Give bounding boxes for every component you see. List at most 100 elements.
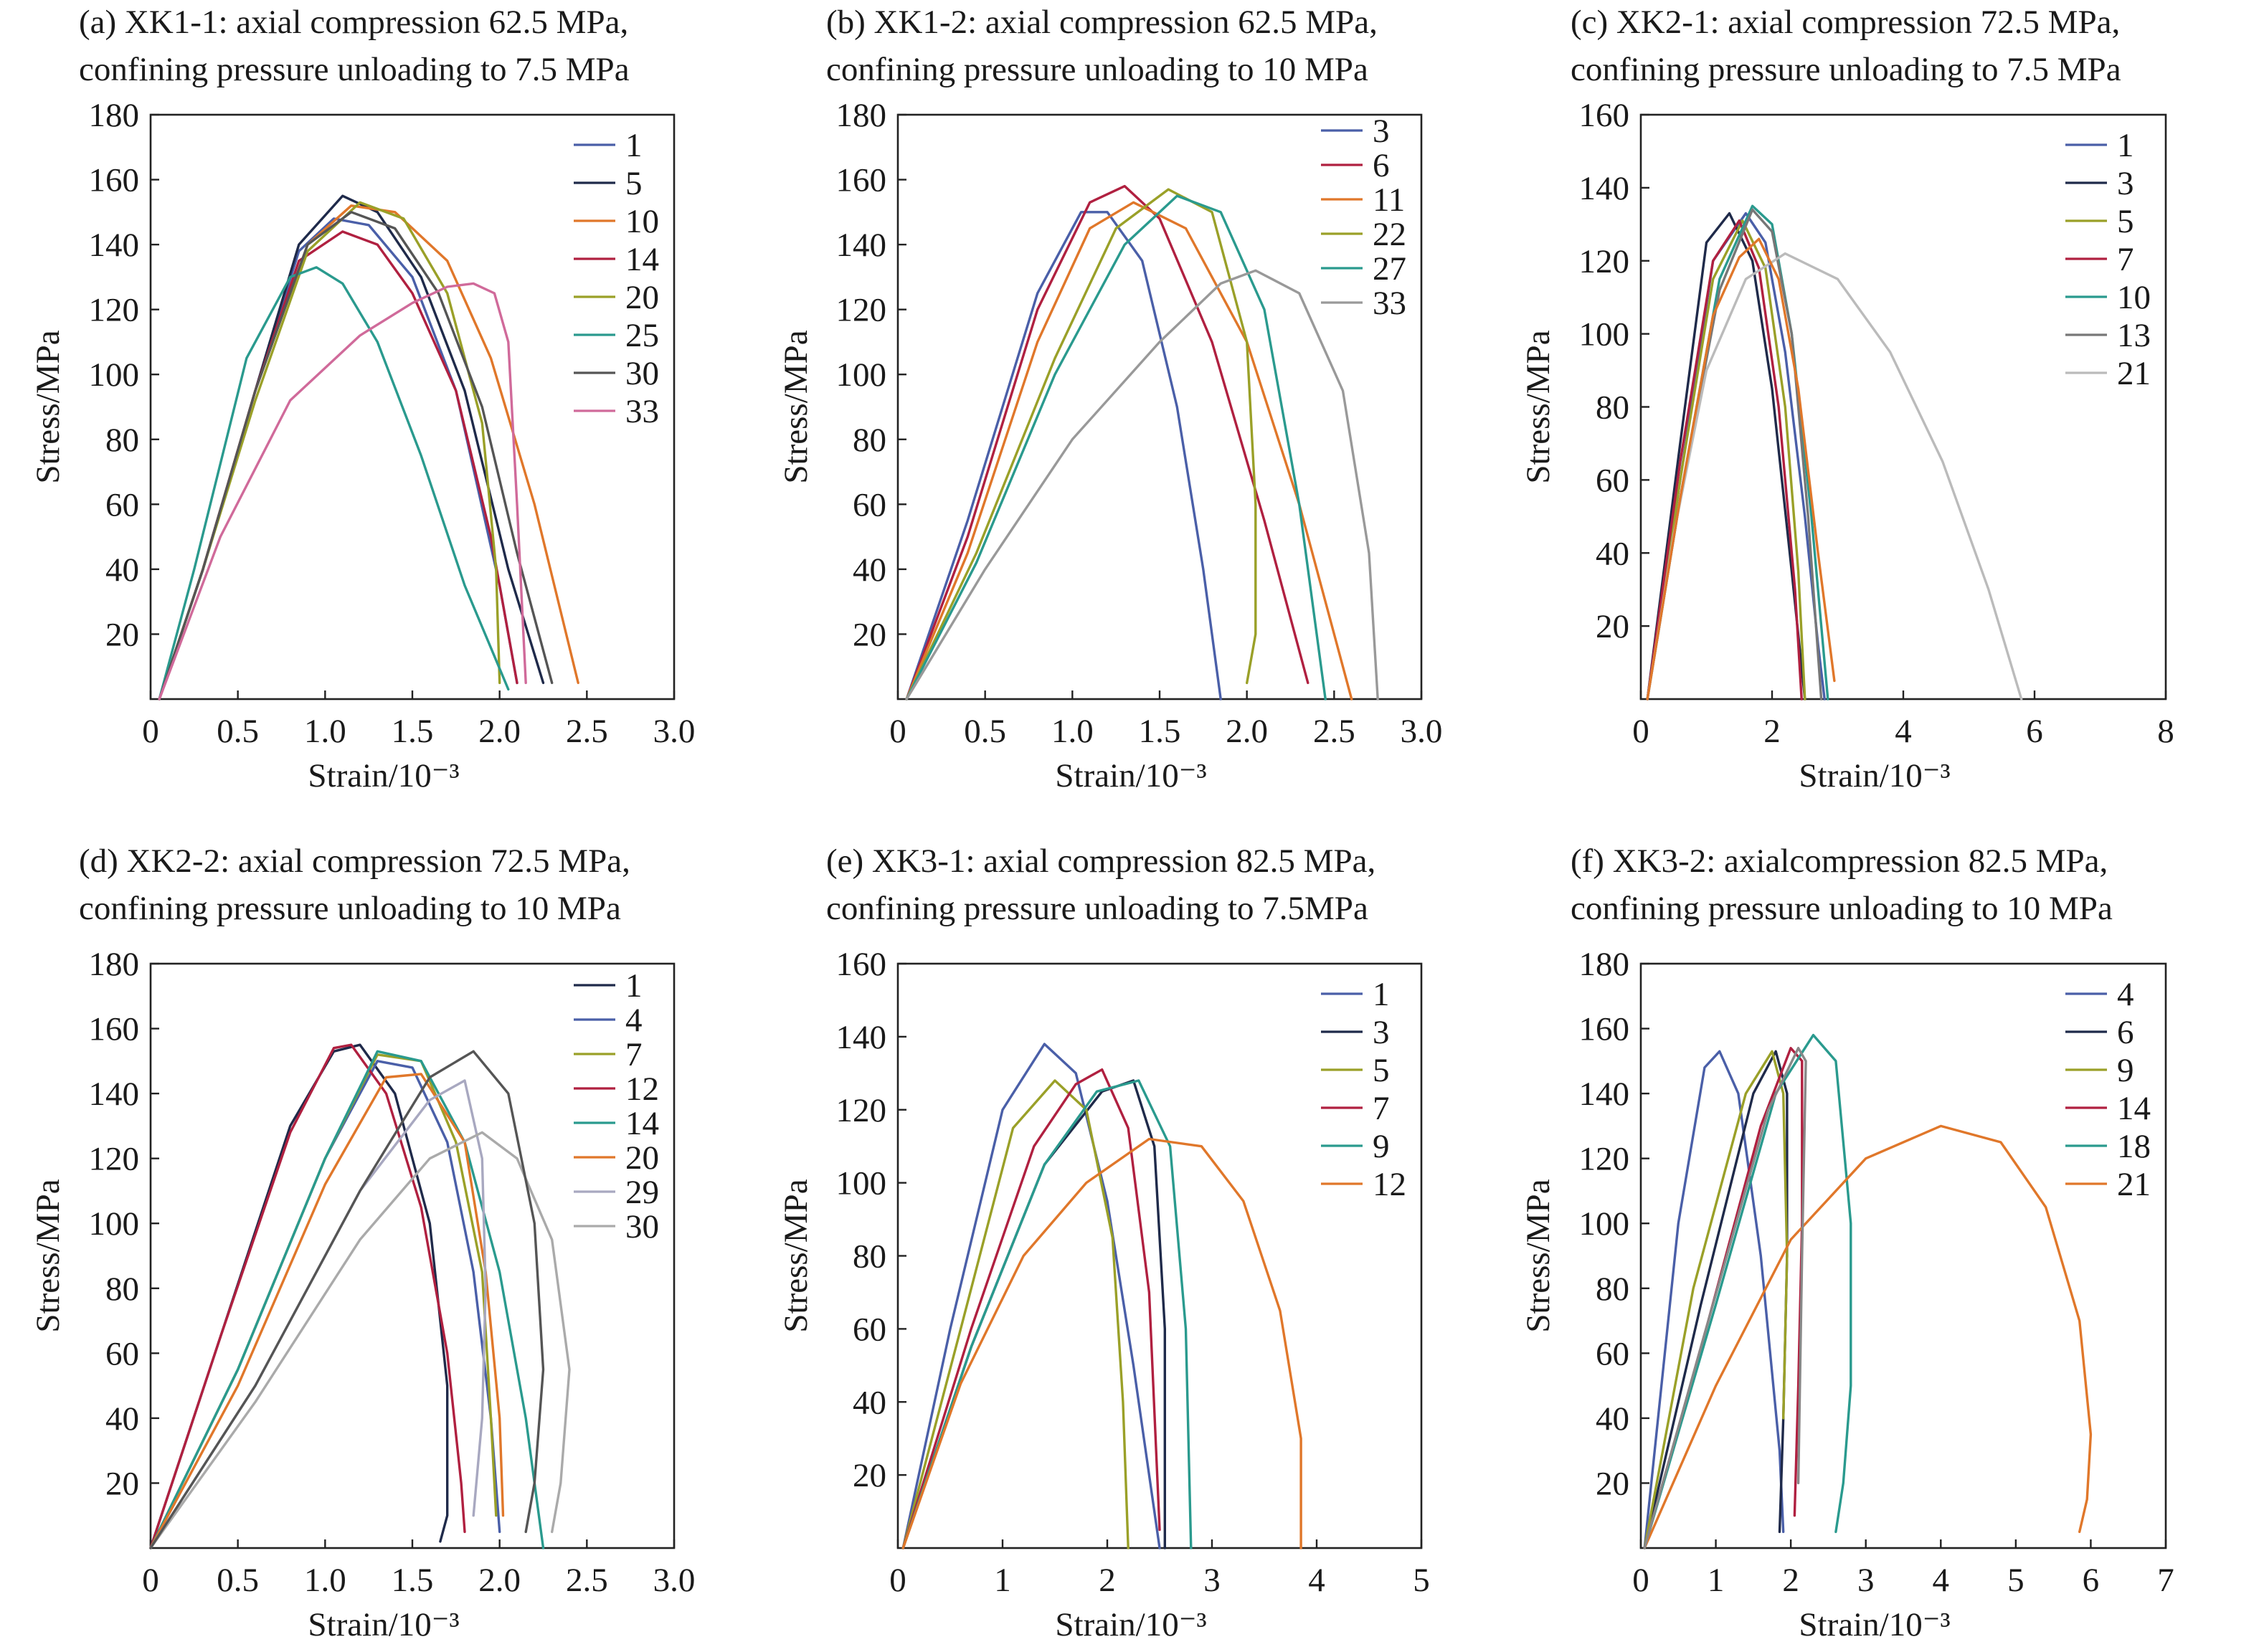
y-tick-label: 100 [836, 1165, 887, 1202]
y-tick-label: 80 [1596, 1271, 1629, 1308]
x-tick-label: 6 [2026, 713, 2043, 750]
y-tick-label: 80 [105, 422, 139, 459]
x-tick-label: 0.5 [217, 1562, 259, 1599]
x-tick-label: 6 [2083, 1562, 2100, 1599]
series-line-4 [1643, 1050, 1785, 1549]
y-tick-label: 60 [105, 1335, 139, 1372]
y-tick-label: 140 [1579, 170, 1630, 207]
y-tick-label: 80 [1596, 389, 1629, 427]
series-line-13 [1646, 208, 1823, 701]
x-tick-label: 5 [2007, 1562, 2024, 1599]
x-tick-label: 0.5 [217, 713, 259, 750]
legend-label: 22 [1373, 216, 1406, 253]
series-line-22 [905, 188, 1257, 701]
y-tick-label: 40 [853, 1384, 886, 1421]
y-axis-label: Stress/MPa [1520, 330, 1557, 483]
y-tick-label: 20 [853, 616, 886, 653]
x-tick-label: 2.0 [1226, 713, 1268, 750]
chart-panel-5: (f) XK3-2: axialcompression 82.5 MPa, con… [1520, 842, 2174, 1643]
x-tick-label: 0 [142, 1562, 159, 1599]
chart-title-line: confining pressure unloading to 10 MPa [1571, 890, 2113, 927]
series-line-7 [1646, 219, 1803, 701]
y-tick-label: 160 [836, 946, 887, 983]
series-line-extra [149, 1050, 545, 1549]
x-tick-label: 4 [1933, 1562, 1950, 1599]
series-line-14 [149, 1050, 545, 1549]
x-axis-label: Strain/10⁻³ [1799, 757, 1950, 794]
y-tick-label: 160 [89, 162, 140, 199]
legend-label: 9 [2117, 1052, 2134, 1089]
series-line-33 [905, 269, 1379, 701]
x-tick-label: 1 [1708, 1562, 1725, 1599]
y-tick-label: 140 [1579, 1076, 1630, 1113]
y-tick-label: 80 [853, 1238, 886, 1276]
legend-label: 10 [625, 203, 659, 240]
legend-label: 14 [625, 241, 659, 278]
y-tick-label: 100 [1579, 316, 1630, 353]
y-tick-label: 100 [1579, 1205, 1630, 1243]
series-line-18 [1643, 1033, 1852, 1549]
y-tick-label: 80 [853, 422, 886, 459]
y-tick-label: 80 [105, 1271, 139, 1308]
y-tick-label: 120 [1579, 243, 1630, 280]
y-tick-label: 120 [89, 292, 140, 329]
x-tick-label: 4 [1895, 713, 1912, 750]
plot-frame [1639, 962, 2167, 1549]
series-line-30 [149, 1131, 571, 1549]
legend-label: 21 [2117, 355, 2151, 392]
plot-frame [149, 962, 676, 1549]
legend-label: 12 [1373, 1166, 1406, 1203]
x-tick-label: 1.0 [304, 1562, 346, 1599]
x-tick-label: 2 [1782, 1562, 1799, 1599]
x-tick-label: 2 [1099, 1562, 1116, 1599]
y-tick-label: 20 [105, 1465, 139, 1502]
x-tick-label: 1.0 [1051, 713, 1094, 750]
legend-label: 3 [1373, 113, 1390, 150]
y-tick-label: 160 [89, 1011, 140, 1048]
y-tick-label: 120 [1579, 1141, 1630, 1178]
chart-title-line: confining pressure unloading to 10 MPa [826, 51, 1368, 88]
chart-panel-1: (b) XK1-2: axial compression 62.5 MPa, co… [777, 4, 1442, 794]
x-tick-label: 7 [2157, 1562, 2174, 1599]
x-axis-label: Strain/10⁻³ [308, 757, 459, 794]
legend-label: 14 [625, 1105, 659, 1142]
legend-label: 5 [625, 165, 643, 202]
x-tick-label: 8 [2157, 713, 2174, 750]
series-line-33 [158, 282, 527, 701]
legend-label: 7 [2117, 241, 2134, 278]
x-axis-label: Strain/10⁻³ [1055, 757, 1206, 794]
y-tick-label: 140 [89, 1076, 140, 1113]
y-tick-label: 60 [105, 486, 139, 523]
y-tick-label: 20 [853, 1457, 886, 1494]
series-line-20 [158, 201, 501, 701]
legend-label: 27 [1373, 250, 1406, 288]
x-tick-label: 0 [889, 713, 906, 750]
legend-label: 20 [625, 1139, 659, 1177]
x-tick-label: 5 [1413, 1562, 1430, 1599]
chart-panel-4: (e) XK3-1: axial compression 82.5 MPa, co… [777, 842, 1430, 1643]
legend-label: 13 [2117, 317, 2151, 354]
x-tick-label: 2.0 [478, 1562, 521, 1599]
y-tick-label: 120 [836, 1092, 887, 1129]
y-tick-label: 40 [853, 551, 886, 589]
series-line-1 [158, 217, 518, 701]
y-axis-label: Stress/MPa [777, 1179, 815, 1332]
y-tick-label: 100 [89, 356, 140, 394]
x-tick-label: 0 [1632, 713, 1649, 750]
y-tick-label: 140 [836, 1019, 887, 1056]
x-tick-label: 1.5 [1139, 713, 1181, 750]
x-tick-label: 0 [889, 1562, 906, 1599]
chart-title-line: (a) XK1-1: axial compression 62.5 MPa, [79, 4, 628, 41]
chart-title-line: (b) XK1-2: axial compression 62.5 MPa, [826, 4, 1378, 41]
chart-title-line: (d) XK2-2: axial compression 72.5 MPa, [79, 842, 630, 880]
y-tick-label: 160 [1579, 1011, 1630, 1048]
y-axis-label: Stress/MPa [29, 1179, 67, 1332]
chart-title-line: (e) XK3-1: axial compression 82.5 MPa, [826, 842, 1375, 880]
series-line-27 [905, 194, 1327, 701]
legend-label: 5 [2117, 203, 2134, 240]
x-tick-label: 2.5 [1313, 713, 1355, 750]
y-tick-label: 180 [836, 97, 887, 134]
y-tick-label: 140 [836, 227, 887, 264]
legend-label: 4 [625, 1002, 643, 1039]
chart-title-line: confining pressure unloading to 10 MPa [79, 890, 621, 927]
